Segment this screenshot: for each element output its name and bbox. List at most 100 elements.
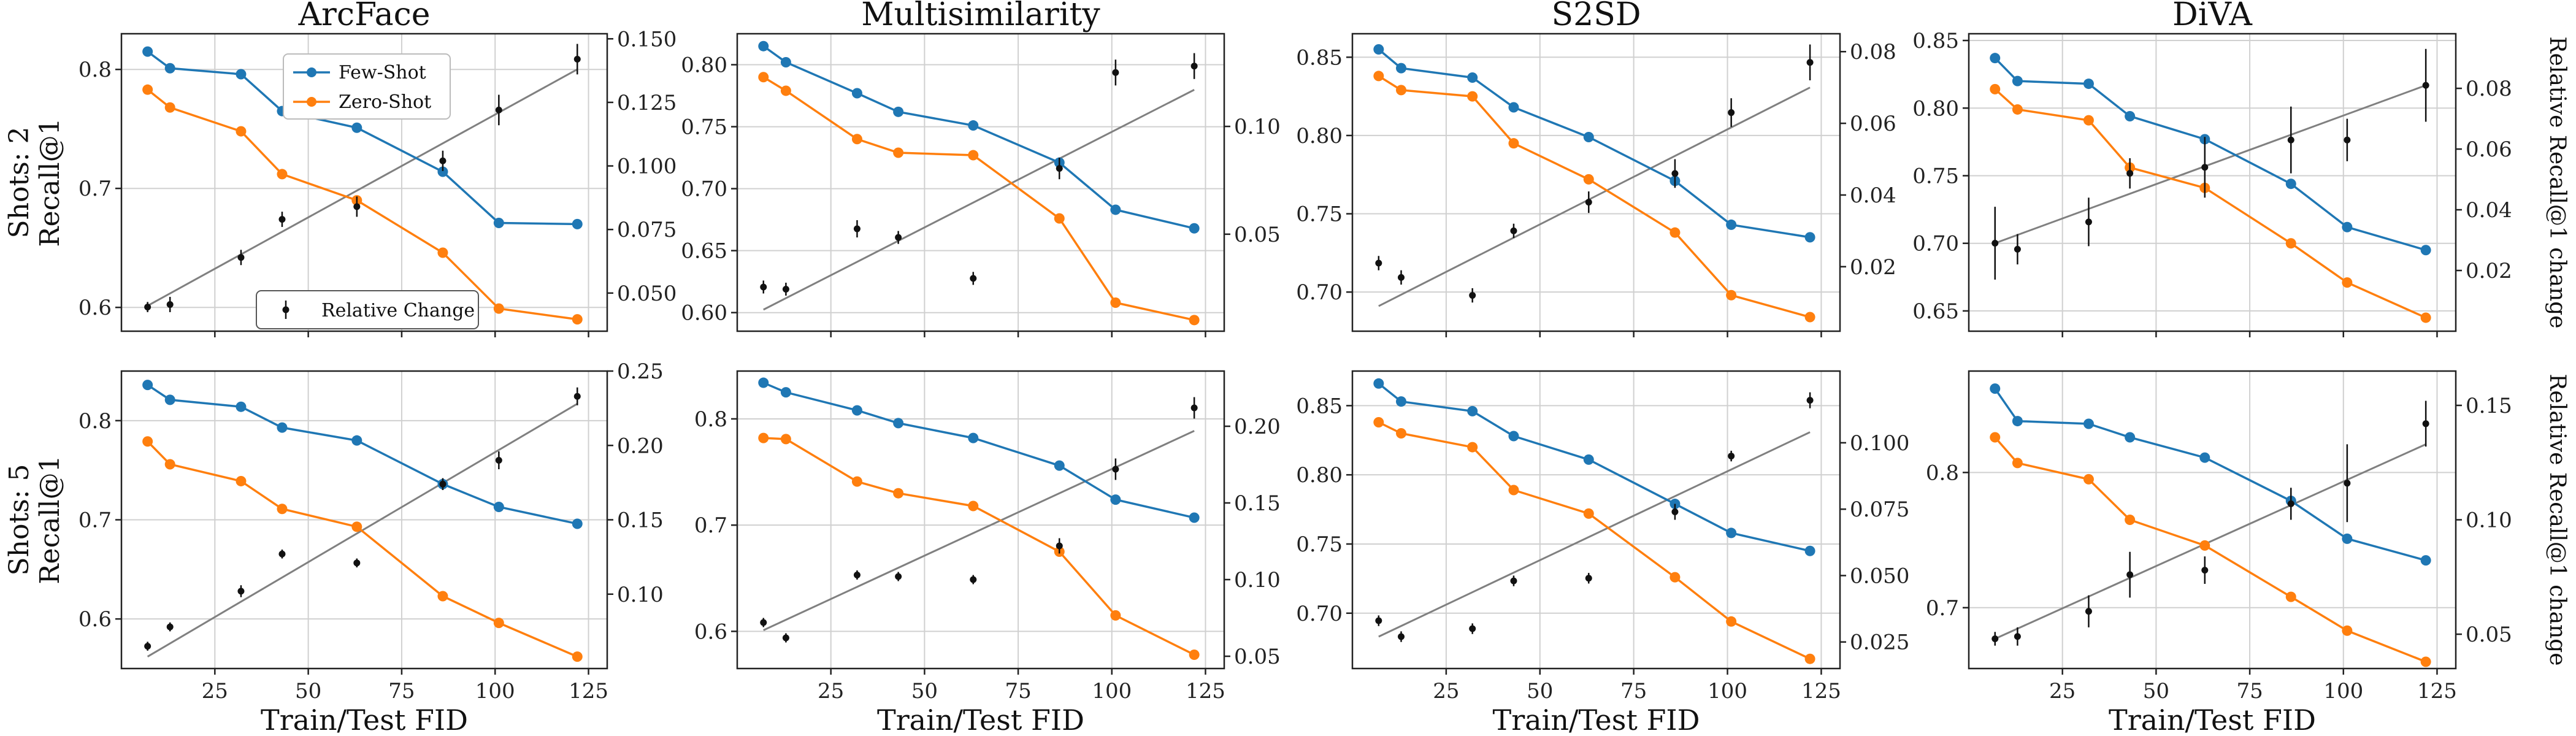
- zero-shot-point: [437, 247, 448, 258]
- relative-point: [1190, 404, 1198, 412]
- few-shot-point: [1054, 460, 1065, 471]
- y-tick-label: 0.75: [1296, 202, 1343, 227]
- zero-shot-point: [1990, 83, 2001, 94]
- relative-point: [237, 254, 245, 261]
- y2-tick-label: 0.04: [2466, 198, 2512, 223]
- x-tick-label: 50: [295, 679, 321, 703]
- few-shot-line: [763, 381, 1195, 519]
- relative-point: [2014, 245, 2021, 253]
- relative-point: [573, 393, 581, 400]
- few-shot-point: [437, 166, 448, 177]
- y2-tick-label: 0.05: [2466, 623, 2512, 647]
- x-tick-label: 50: [2143, 679, 2169, 703]
- relative-point: [2344, 136, 2351, 144]
- few-shot-point: [236, 401, 247, 412]
- zero-shot-point: [758, 432, 769, 443]
- zero-shot-point: [2342, 625, 2353, 636]
- relative-point: [2085, 218, 2092, 226]
- few-shot-point: [2420, 245, 2431, 256]
- few-shot-point: [968, 120, 979, 131]
- row-label-shots: Shots: 5: [4, 464, 35, 575]
- relative-point: [237, 588, 245, 595]
- few-shot-point: [1583, 131, 1594, 142]
- plot-frame: [1351, 33, 1841, 332]
- relative-point: [1510, 577, 1517, 585]
- zero-shot-line: [147, 440, 578, 658]
- panel-arcface-shots-2: 0.6 0.7 0.8 0.050 0.075 0.100 0.125 0.150 ArcFac…: [79, 0, 677, 337]
- row-label-metric: Recall@1: [34, 118, 66, 247]
- panel-multisimilarity-shots-5: 0.6 0.7 0.8 0.05 0.10 0.15 0.20 25 50 75 100 125 Tra…: [694, 370, 1281, 736]
- y-tick-label: 0.60: [681, 301, 727, 326]
- zero-shot-point: [437, 591, 448, 602]
- zero-shot-point: [1467, 442, 1478, 453]
- few-shot-point: [968, 432, 979, 443]
- few-shot-point: [893, 106, 904, 117]
- x-tick-label: 50: [1527, 679, 1553, 703]
- few-shot-point: [893, 418, 904, 429]
- y-tick-label: 0.7: [1926, 596, 1959, 621]
- relative-point: [895, 234, 902, 241]
- relative-point: [853, 225, 861, 232]
- zero-shot-line: [147, 88, 578, 321]
- legend-relative-box: [256, 290, 479, 329]
- y2-tick-label: 0.02: [2466, 259, 2512, 283]
- x-axis-label: Train/Test FID: [877, 703, 1084, 736]
- relative-point: [895, 573, 902, 580]
- few-shot-point: [572, 518, 583, 529]
- zero-shot-point: [2285, 238, 2296, 249]
- zero-shot-point: [572, 314, 583, 325]
- relative-trend-line: [1995, 443, 2426, 640]
- relative-point: [2126, 571, 2134, 578]
- zero-shot-point: [968, 150, 979, 161]
- zero-shot-point: [142, 436, 153, 447]
- few-shot-point: [351, 435, 362, 446]
- x-tick-label: 75: [2236, 679, 2263, 703]
- panel-title: Multisimilarity: [861, 0, 1100, 33]
- panel-multisimilarity-shots-2: 0.60 0.65 0.70 0.75 0.80 0.05 0.10 Multisimilar…: [681, 0, 1281, 337]
- legend-relative-marker: [282, 306, 289, 313]
- few-shot-point: [1467, 72, 1478, 83]
- few-shot-point: [1508, 431, 1519, 442]
- few-shot-point: [2342, 221, 2353, 232]
- relative-point: [1469, 292, 1476, 299]
- relative-point: [853, 572, 861, 578]
- relative-point: [495, 106, 502, 113]
- relative-trend-line: [1378, 86, 1811, 307]
- y2-tick-label: 0.06: [1850, 112, 1896, 136]
- zero-shot-line: [1378, 75, 1811, 318]
- zero-shot-point: [1726, 289, 1737, 301]
- few-shot-point: [1396, 63, 1406, 74]
- y2-tick-label: 0.125: [617, 91, 677, 115]
- zero-shot-point: [1990, 432, 2001, 443]
- relative-point: [2085, 608, 2092, 615]
- relative-point: [1806, 59, 1814, 66]
- y-tick-label: 0.8: [79, 409, 112, 434]
- zero-shot-point: [493, 303, 504, 314]
- relative-point: [1671, 508, 1679, 516]
- few-shot-point: [1110, 494, 1121, 505]
- x-tick-label: 125: [2417, 679, 2457, 703]
- y-tick-label: 0.80: [1296, 463, 1343, 488]
- y2-tick-label: 0.10: [617, 583, 664, 607]
- relative-trend-line: [1995, 84, 2426, 244]
- zero-shot-point: [1373, 416, 1384, 427]
- y-tick-label: 0.7: [79, 508, 112, 533]
- few-shot-point: [758, 40, 769, 52]
- y2-tick-label: 0.25: [617, 359, 664, 384]
- x-axis-label: Train/Test FID: [1493, 703, 1700, 736]
- few-shot-point: [1189, 512, 1200, 523]
- right-axis-label: Relative Recall@1 change: [2545, 36, 2570, 328]
- y2-tick-label: 0.15: [2466, 394, 2512, 418]
- few-shot-point: [2012, 416, 2023, 427]
- zero-shot-point: [893, 147, 904, 158]
- plot-frame: [1968, 370, 2457, 670]
- y2-tick-label: 0.10: [1234, 115, 1281, 139]
- zero-shot-point: [851, 476, 862, 487]
- few-shot-point: [2083, 418, 2094, 429]
- y-tick-label: 0.75: [1296, 532, 1343, 557]
- plot-frame: [736, 33, 1225, 332]
- relative-point: [1728, 109, 1735, 117]
- y-tick-label: 0.6: [694, 619, 727, 644]
- zero-shot-point: [236, 126, 247, 137]
